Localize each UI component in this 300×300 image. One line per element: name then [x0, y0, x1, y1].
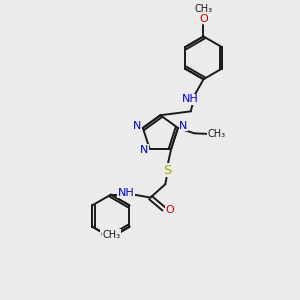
- Text: N: N: [140, 145, 148, 155]
- Text: N: N: [179, 121, 188, 131]
- Text: CH₃: CH₃: [101, 230, 119, 240]
- Text: O: O: [165, 206, 174, 215]
- Text: NH: NH: [182, 94, 198, 104]
- Text: NH: NH: [117, 188, 134, 198]
- Text: CH₃: CH₃: [195, 4, 213, 14]
- Text: O: O: [200, 14, 208, 24]
- Text: CH₃: CH₃: [208, 129, 226, 139]
- Text: CH₃: CH₃: [103, 230, 121, 240]
- Text: N: N: [133, 121, 142, 131]
- Text: S: S: [164, 164, 172, 177]
